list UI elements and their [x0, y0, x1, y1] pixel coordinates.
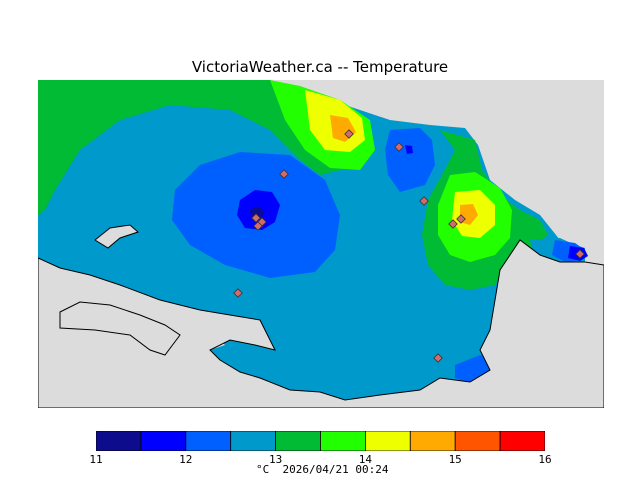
scale-tick-label: 14	[358, 453, 373, 466]
scale-tick-label: 15	[448, 453, 462, 466]
footer-caption: °C 2026/04/21 00:24	[256, 463, 388, 476]
station-marker[interactable]	[233, 288, 243, 298]
scale-segment	[499, 431, 545, 451]
spit-land	[94, 224, 139, 249]
scale-segment	[96, 431, 142, 451]
station-marker[interactable]	[456, 214, 466, 224]
scale-segment	[185, 431, 232, 451]
station-marker[interactable]	[448, 219, 458, 229]
color-scale	[96, 431, 545, 451]
scale-segment	[409, 431, 456, 451]
station-marker[interactable]	[394, 142, 404, 152]
scale-segment	[454, 431, 501, 451]
station-marker[interactable]	[253, 221, 263, 231]
timestamp: 2026/04/21 00:24	[282, 463, 389, 476]
stations	[233, 129, 585, 363]
scale-tick-label: 16	[538, 453, 552, 466]
map-title: VictoriaWeather.ca -- Temperature	[191, 58, 449, 76]
station-marker[interactable]	[279, 169, 289, 179]
scale-tick-label: 13	[268, 453, 283, 466]
coastline	[38, 224, 604, 408]
station-marker[interactable]	[251, 213, 261, 223]
scale-segment	[140, 431, 187, 451]
contour-13-13_5-nw	[38, 80, 350, 215]
station-marker[interactable]	[344, 129, 354, 139]
scale-segment	[364, 431, 411, 451]
station-marker[interactable]	[433, 353, 443, 363]
scale-tick-label: 11	[89, 453, 103, 466]
scale-segment	[275, 431, 321, 451]
unit-label: °C	[256, 463, 270, 476]
scale-tick-label: 12	[179, 453, 193, 466]
temperature-map	[38, 80, 604, 408]
scale-segment	[320, 431, 366, 451]
contour-11_5-12-n	[405, 145, 413, 154]
station-marker[interactable]	[419, 196, 429, 206]
inlet-land	[59, 301, 181, 356]
southwest-land	[38, 239, 604, 408]
scale-segment	[230, 431, 276, 451]
station-marker[interactable]	[575, 249, 585, 259]
